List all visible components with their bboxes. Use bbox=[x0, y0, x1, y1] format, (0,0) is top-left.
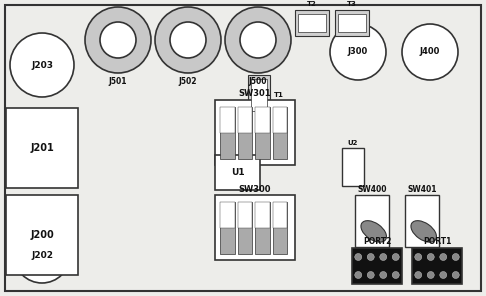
Bar bbox=[255, 107, 270, 158]
Circle shape bbox=[392, 271, 399, 279]
Circle shape bbox=[415, 271, 422, 279]
Circle shape bbox=[367, 271, 374, 279]
Bar bbox=[215, 155, 260, 190]
Circle shape bbox=[452, 253, 459, 260]
Text: J202: J202 bbox=[31, 250, 53, 260]
Circle shape bbox=[427, 271, 434, 279]
Text: J400: J400 bbox=[420, 47, 440, 57]
Text: J500: J500 bbox=[249, 76, 267, 86]
Bar bbox=[6, 108, 78, 188]
Bar bbox=[255, 202, 270, 253]
Circle shape bbox=[355, 271, 362, 279]
Text: J300: J300 bbox=[348, 47, 368, 57]
Circle shape bbox=[427, 253, 434, 260]
Bar bbox=[215, 100, 295, 165]
Bar bbox=[273, 107, 287, 158]
Bar bbox=[273, 202, 287, 228]
Bar bbox=[273, 202, 287, 253]
Text: PORT1: PORT1 bbox=[423, 237, 451, 247]
Bar bbox=[220, 202, 235, 253]
Text: PORT2: PORT2 bbox=[363, 237, 391, 247]
Bar bbox=[352, 248, 402, 284]
Text: SW301: SW301 bbox=[239, 89, 271, 99]
Bar bbox=[238, 107, 252, 133]
Circle shape bbox=[392, 253, 399, 260]
Ellipse shape bbox=[411, 221, 436, 242]
Bar bbox=[238, 107, 252, 158]
Text: J501: J501 bbox=[109, 76, 127, 86]
Circle shape bbox=[225, 7, 291, 73]
Bar bbox=[412, 248, 462, 284]
Circle shape bbox=[415, 253, 422, 260]
Bar bbox=[298, 14, 326, 32]
Bar bbox=[215, 195, 295, 260]
Circle shape bbox=[380, 271, 387, 279]
Text: T2: T2 bbox=[307, 1, 317, 7]
Bar bbox=[220, 107, 235, 133]
Circle shape bbox=[440, 253, 447, 260]
Bar bbox=[6, 195, 78, 275]
Bar bbox=[273, 107, 287, 133]
Circle shape bbox=[380, 253, 387, 260]
Circle shape bbox=[367, 253, 374, 260]
Text: J203: J203 bbox=[31, 60, 53, 70]
Circle shape bbox=[100, 22, 136, 58]
Bar bbox=[255, 202, 270, 228]
Text: J200: J200 bbox=[30, 230, 54, 240]
Text: T1: T1 bbox=[274, 92, 284, 98]
Circle shape bbox=[85, 7, 151, 73]
Circle shape bbox=[14, 227, 70, 283]
Bar bbox=[248, 75, 270, 115]
Circle shape bbox=[355, 253, 362, 260]
Circle shape bbox=[155, 7, 221, 73]
Circle shape bbox=[240, 22, 276, 58]
Bar bbox=[405, 195, 439, 247]
Circle shape bbox=[402, 24, 458, 80]
Bar bbox=[251, 79, 267, 111]
Bar bbox=[220, 107, 235, 158]
Text: SW400: SW400 bbox=[357, 184, 387, 194]
Text: J502: J502 bbox=[179, 76, 197, 86]
Text: U2: U2 bbox=[348, 140, 358, 146]
Text: J201: J201 bbox=[30, 143, 54, 153]
Text: SW300: SW300 bbox=[239, 184, 271, 194]
Circle shape bbox=[330, 24, 386, 80]
Circle shape bbox=[452, 271, 459, 279]
Text: T3: T3 bbox=[347, 1, 357, 7]
Circle shape bbox=[10, 33, 74, 97]
Bar bbox=[342, 148, 364, 186]
Ellipse shape bbox=[361, 221, 386, 242]
Text: SW401: SW401 bbox=[407, 184, 437, 194]
Circle shape bbox=[170, 22, 206, 58]
Bar bbox=[255, 107, 270, 133]
Circle shape bbox=[440, 271, 447, 279]
Bar bbox=[220, 202, 235, 228]
Text: U1: U1 bbox=[231, 168, 244, 177]
Bar bbox=[238, 202, 252, 228]
Bar bbox=[295, 10, 329, 36]
Bar bbox=[355, 195, 389, 247]
Bar bbox=[338, 14, 366, 32]
Bar bbox=[238, 202, 252, 253]
Bar bbox=[335, 10, 369, 36]
